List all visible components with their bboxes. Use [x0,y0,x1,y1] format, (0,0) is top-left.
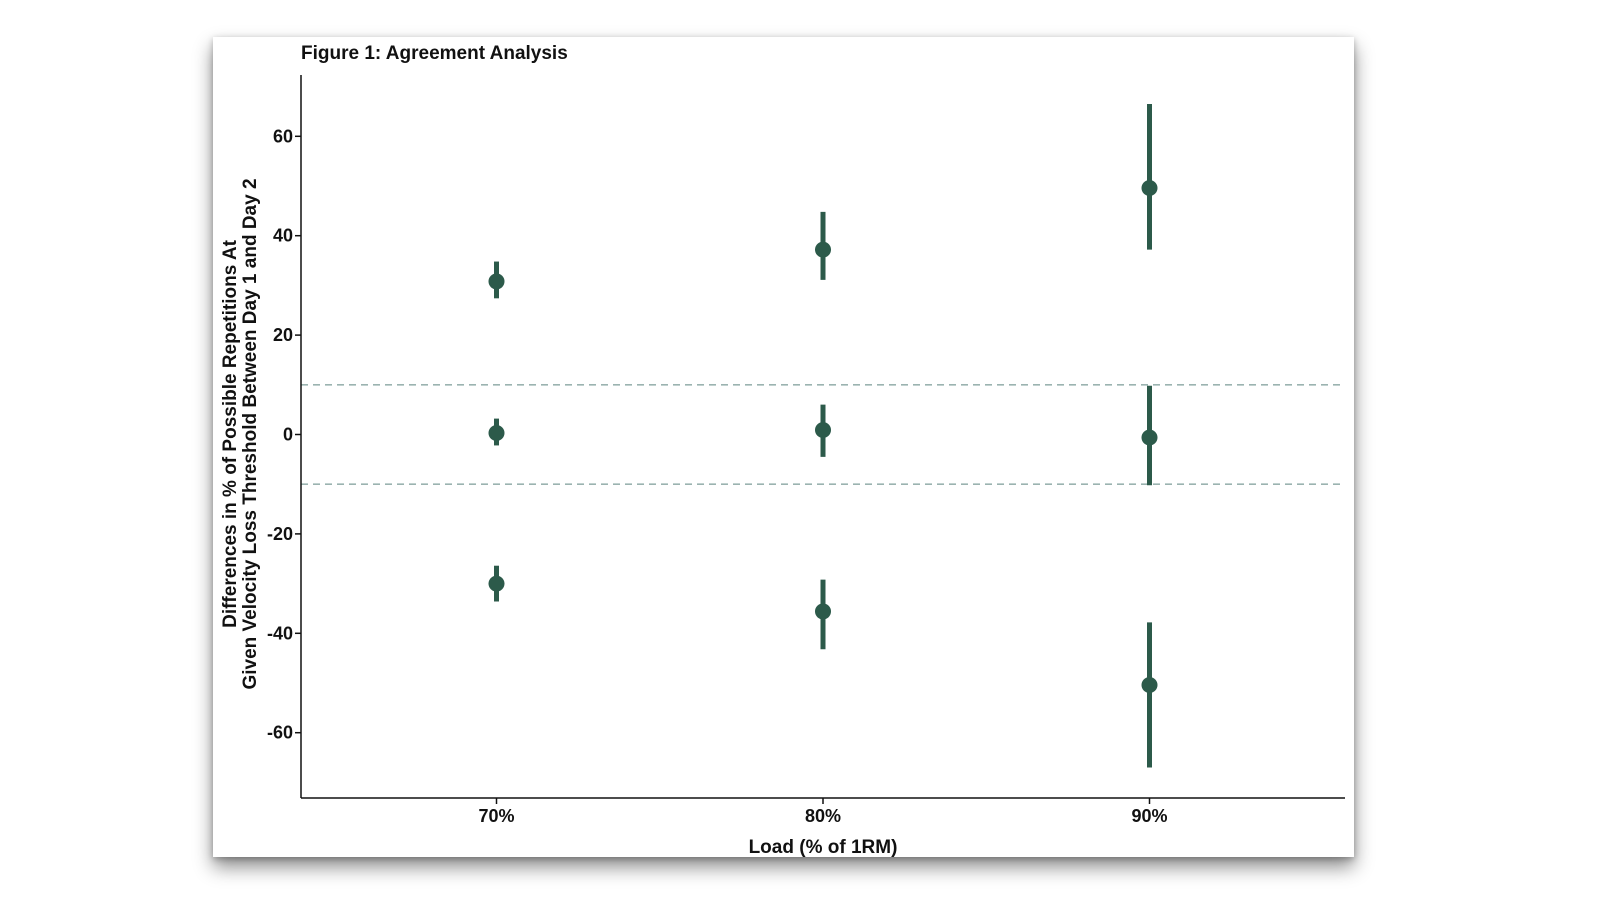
x-tick-label: 70% [478,806,514,826]
y-axis-label-line-2: Given Velocity Loss Threshold Between Da… [240,178,261,689]
point-estimate [1141,429,1158,446]
point-estimate [1141,179,1158,196]
y-axis-label-line-1: Differences in % of Possible Repetitions… [220,239,241,627]
y-tick-label: 40 [273,226,293,246]
point-estimate [488,273,505,290]
y-tick-label: -40 [267,623,293,643]
x-tick-label: 80% [805,806,841,826]
x-tick-label: 90% [1131,806,1167,826]
x-axis-ticks: 70% 80% 90% [478,798,1168,826]
point-estimate [488,575,505,592]
point-estimate [815,603,831,620]
y-tick-label: 20 [273,325,293,345]
point-estimate [815,241,831,258]
y-tick-label: -20 [267,524,293,544]
y-tick-label: 0 [283,425,293,445]
y-axis-label: Differences in % of Possible Repetitions… [220,178,261,689]
y-axis-ticks: 60 40 20 0 -20 -40 -60 [267,126,301,743]
chart-title: Figure 1: Agreement Analysis [301,43,568,64]
reference-lines [301,383,1345,486]
y-tick-label: -60 [267,723,293,743]
figure-card: Figure 1: Agreement Analysis 60 40 20 0 -20 -… [213,37,1354,858]
point-estimate [815,422,831,439]
point-estimate [1141,676,1158,693]
point-estimate [488,425,505,442]
y-tick-label: 60 [273,126,293,146]
agreement-chart: Figure 1: Agreement Analysis 60 40 20 0 -20 -… [220,43,1345,858]
x-axis-label: Load (% of 1RM) [749,837,898,857]
chart-marks [488,103,1158,768]
